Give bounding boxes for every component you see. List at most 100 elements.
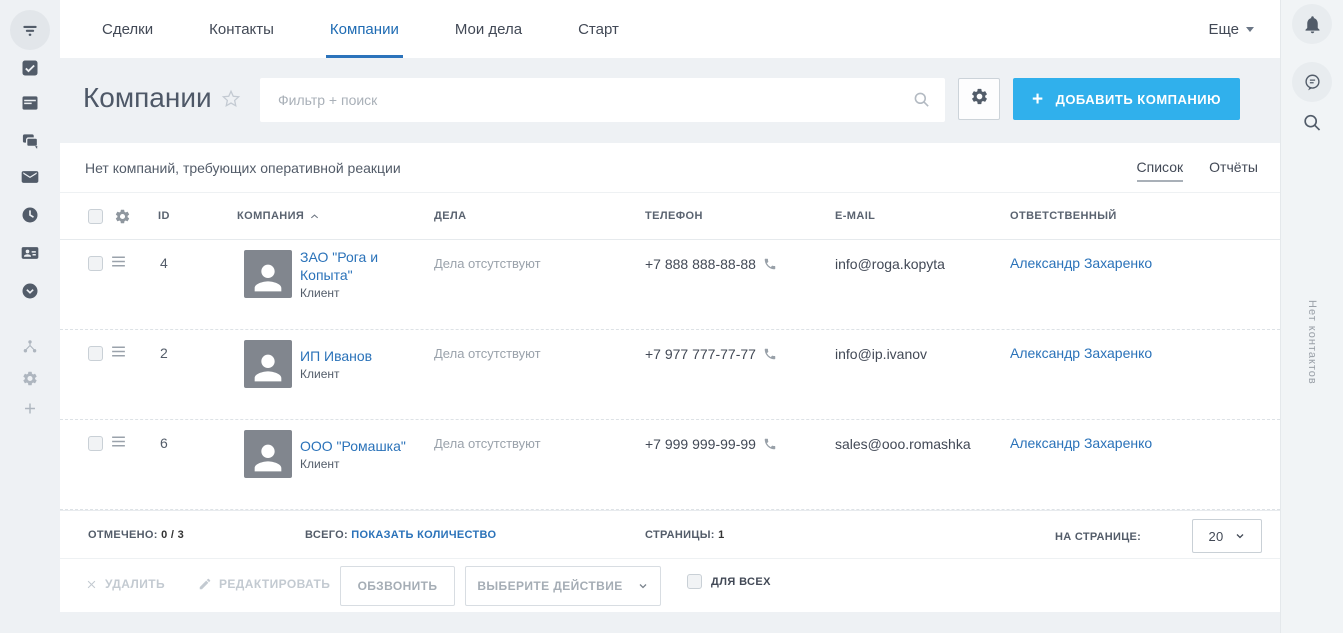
chat-icon[interactable] xyxy=(20,131,40,151)
activities-cell: Дела отсутствуют xyxy=(434,256,541,271)
mail-icon[interactable] xyxy=(20,167,40,187)
add-company-button[interactable]: + ДОБАВИТЬ КОМПАНИЮ xyxy=(1013,78,1240,120)
tab-start[interactable]: Старт xyxy=(578,20,619,38)
checked-counter: ОТМЕЧЕНО: 0 / 3 xyxy=(88,529,184,541)
per-page-select[interactable]: 20 xyxy=(1192,519,1262,553)
burger-menu-icon[interactable] xyxy=(110,254,127,274)
company-cell: ИП Иванов Клиент xyxy=(300,340,428,388)
star-icon[interactable] xyxy=(220,88,242,115)
person-avatar-icon xyxy=(254,354,282,382)
menu-filter-icon[interactable] xyxy=(10,10,50,50)
company-name-link[interactable]: ООО "Ромашка" xyxy=(300,437,406,454)
phone-call-icon[interactable] xyxy=(763,347,777,361)
phone-number: +7 977 777-77-77 xyxy=(645,346,756,362)
company-avatar xyxy=(244,430,292,478)
tab-companies[interactable]: Компании xyxy=(302,0,427,58)
tab-contacts[interactable]: Контакты xyxy=(209,20,274,38)
column-header-company[interactable]: КОМПАНИЯ xyxy=(237,210,320,222)
phone-number: +7 999 999-99-99 xyxy=(645,436,756,452)
column-header-responsible[interactable]: ОТВЕТСТВЕННЫЙ xyxy=(1010,210,1117,222)
burger-menu-icon[interactable] xyxy=(110,434,127,454)
grid-settings-gear-icon[interactable] xyxy=(114,208,131,228)
settings-gear-icon[interactable] xyxy=(22,370,39,387)
responsible-link[interactable]: Александр Захаренко xyxy=(1010,435,1153,451)
company-name-link[interactable]: ИП Иванов xyxy=(300,347,373,364)
time-icon[interactable] xyxy=(20,205,40,225)
table-row: 2 ИП Иванов Клиент Дела отсутствуют +7 9… xyxy=(60,330,1280,420)
phone-call-icon[interactable] xyxy=(763,257,777,271)
activities-cell: Дела отсутствуют xyxy=(434,346,541,361)
email-cell[interactable]: info@ip.ivanov xyxy=(835,346,928,362)
company-type: Клиент xyxy=(300,286,340,301)
column-header-phone[interactable]: ТЕЛЕФОН xyxy=(645,210,703,222)
pages-counter: СТРАНИЦЫ: 1 xyxy=(645,529,725,541)
companies-grid-panel: Нет компаний, требующих оперативной реак… xyxy=(60,143,1280,612)
for-all-control: ДЛЯ ВСЕХ xyxy=(687,574,771,589)
plus-icon: + xyxy=(1031,88,1044,110)
email-cell[interactable]: info@roga.kopyta xyxy=(835,256,945,272)
per-page-label: НА СТРАНИЦЕ: xyxy=(1055,531,1142,543)
network-icon[interactable] xyxy=(22,338,39,355)
more-circle-icon[interactable] xyxy=(20,281,40,301)
company-type: Клиент xyxy=(300,367,340,382)
phone-number: +7 888 888-88-88 xyxy=(645,256,756,272)
responsible-link[interactable]: Александр Захаренко xyxy=(1010,255,1153,271)
company-type: Клиент xyxy=(300,457,340,472)
view-tab-reports[interactable]: Отчёты xyxy=(1209,159,1258,175)
view-switcher: Список Отчёты xyxy=(1136,159,1258,182)
phone-cell: +7 999 999-99-99 xyxy=(645,436,777,452)
right-sidebar: Нет контактов xyxy=(1280,0,1343,633)
grid-footer: ОТМЕЧЕНО: 0 / 3 ВСЕГО: ПОКАЗАТЬ КОЛИЧЕСТ… xyxy=(60,510,1280,558)
column-header-id[interactable]: ID xyxy=(158,210,170,222)
email-cell[interactable]: sales@ooo.romashka xyxy=(835,436,971,452)
responsible-link[interactable]: Александр Захаренко xyxy=(1010,345,1153,361)
caret-down-icon xyxy=(1246,26,1254,32)
row-id: 2 xyxy=(160,345,168,361)
search-input[interactable] xyxy=(260,78,945,122)
nav-more-dropdown[interactable]: Еще xyxy=(1208,0,1254,58)
bell-icon[interactable] xyxy=(1292,4,1332,44)
search-icon[interactable] xyxy=(1302,112,1323,133)
tasks-icon[interactable] xyxy=(20,58,40,78)
row-checkbox[interactable] xyxy=(88,256,103,271)
column-header-email[interactable]: E-MAIL xyxy=(835,210,876,222)
total-label: ВСЕГО: xyxy=(305,529,348,541)
company-name-link[interactable]: ЗАО "Рога и Копыта" xyxy=(300,248,379,283)
row-id: 4 xyxy=(160,255,168,271)
row-id: 6 xyxy=(160,435,168,451)
row-checkbox[interactable] xyxy=(88,436,103,451)
burger-menu-icon[interactable] xyxy=(110,344,127,364)
row-checkbox[interactable] xyxy=(88,346,103,361)
plus-icon[interactable] xyxy=(22,400,39,417)
feed-icon[interactable] xyxy=(20,93,40,113)
table-row: 4 ЗАО "Рога и Копыта" Клиент Дела отсутс… xyxy=(60,240,1280,330)
person-avatar-icon xyxy=(254,444,282,472)
edit-button[interactable]: РЕДАКТИРОВАТЬ xyxy=(198,577,330,591)
checked-label: ОТМЕЧЕНО: xyxy=(88,529,158,541)
for-all-checkbox[interactable] xyxy=(687,574,702,589)
add-company-label: ДОБАВИТЬ КОМПАНИЮ xyxy=(1055,91,1222,107)
tab-deals[interactable]: Сделки xyxy=(102,20,154,38)
column-header-company-label: КОМПАНИЯ xyxy=(237,210,305,222)
nav-more-label: Еще xyxy=(1208,20,1239,38)
chevron-down-icon xyxy=(1236,534,1243,539)
per-page-value: 20 xyxy=(1208,528,1224,544)
choose-action-dropdown[interactable]: ВЫБЕРИТЕ ДЕЙСТВИЕ xyxy=(465,566,661,606)
crm-card-icon[interactable] xyxy=(20,243,40,263)
left-sidebar xyxy=(0,0,60,633)
view-tab-list[interactable]: Список xyxy=(1136,159,1184,182)
checked-value: 0 / 3 xyxy=(161,529,184,541)
phone-cell: +7 888 888-88-88 xyxy=(645,256,777,272)
sort-asc-icon xyxy=(311,213,319,218)
messenger-icon[interactable] xyxy=(1292,62,1332,102)
select-all-checkbox[interactable] xyxy=(88,209,103,224)
call-button[interactable]: ОБЗВОНИТЬ xyxy=(340,566,455,606)
tab-my-activities[interactable]: Мои дела xyxy=(454,20,523,38)
delete-button[interactable]: УДАЛИТЬ xyxy=(85,577,165,591)
phone-call-icon[interactable] xyxy=(763,437,777,451)
show-count-link[interactable]: ПОКАЗАТЬ КОЛИЧЕСТВО xyxy=(351,529,497,541)
search-icon[interactable] xyxy=(912,90,931,114)
column-header-activities[interactable]: ДЕЛА xyxy=(434,210,467,222)
view-settings-button[interactable] xyxy=(958,78,1000,120)
activities-cell: Дела отсутствуют xyxy=(434,436,541,451)
